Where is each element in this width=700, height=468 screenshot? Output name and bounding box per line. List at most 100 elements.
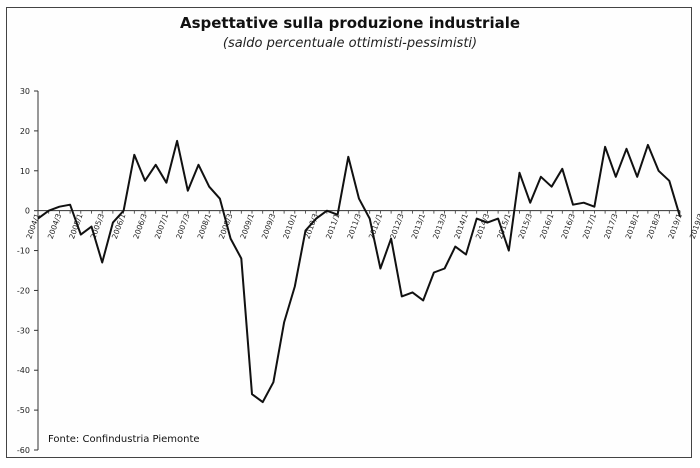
- data-point: [240, 258, 242, 260]
- x-tick-label: 2017/3: [602, 212, 620, 240]
- data-point: [198, 164, 200, 166]
- y-tick-label: -30: [17, 326, 30, 335]
- x-tick-label: 2007/3: [174, 212, 192, 240]
- data-point: [444, 268, 446, 270]
- y-tick-label: 0: [25, 207, 30, 216]
- data-point: [230, 238, 232, 240]
- data-point: [337, 214, 339, 216]
- data-point: [369, 218, 371, 220]
- data-point: [551, 186, 553, 188]
- chart-subtitle: (saldo percentuale ottimisti-pessimisti): [222, 36, 478, 51]
- data-point: [69, 204, 71, 206]
- x-tick-label: 2017/1: [581, 212, 599, 240]
- x-tick-label: 2008/1: [196, 212, 214, 240]
- x-tick-label: 2016/1: [538, 212, 556, 240]
- data-point: [529, 202, 531, 204]
- data-point: [401, 295, 403, 297]
- x-tick-label: 2006/3: [131, 212, 149, 240]
- data-point: [593, 206, 595, 208]
- data-point: [615, 176, 617, 178]
- data-point: [679, 216, 681, 218]
- data-point: [347, 156, 349, 158]
- y-tick-label: 20: [20, 127, 30, 136]
- data-point: [647, 144, 649, 146]
- series-line: [37, 139, 681, 404]
- y-tick-label: 30: [20, 87, 30, 96]
- data-point: [58, 206, 60, 208]
- x-tick-label: 2009/3: [260, 212, 278, 240]
- data-point: [636, 176, 638, 178]
- data-point: [508, 250, 510, 252]
- y-tick-label: 10: [20, 167, 30, 176]
- x-tick-label: 2014/1: [452, 212, 470, 240]
- data-point: [272, 381, 274, 383]
- data-point: [155, 164, 157, 166]
- data-point: [305, 230, 307, 232]
- x-tick-label: 2018/3: [645, 212, 663, 240]
- y-tick-label: -40: [17, 366, 30, 375]
- x-tick-label: 2011/3: [345, 212, 363, 240]
- x-tick-label: 2019/1: [666, 212, 684, 240]
- x-tick-label: 2011/1: [324, 212, 342, 240]
- data-point: [668, 180, 670, 182]
- x-tick-label: 2010/1: [281, 212, 299, 240]
- data-point: [465, 254, 467, 256]
- data-point: [658, 170, 660, 172]
- data-point: [433, 271, 435, 273]
- data-point: [519, 172, 521, 174]
- y-tick-label: -50: [17, 406, 30, 415]
- data-point: [37, 218, 39, 220]
- x-tick-label: 2013/3: [431, 212, 449, 240]
- chart-title: Aspettative sulla produzione industriale: [179, 14, 521, 32]
- chart-frame: [6, 7, 692, 458]
- data-point: [80, 234, 82, 236]
- data-point: [262, 401, 264, 403]
- data-point: [165, 182, 167, 184]
- data-point: [583, 202, 585, 204]
- data-point: [48, 210, 50, 212]
- data-point: [123, 210, 125, 212]
- x-tick-label: 2009/1: [238, 212, 256, 240]
- x-tick-label: 2015/3: [517, 212, 535, 240]
- data-point: [315, 218, 317, 220]
- x-tick-label: 2004/1: [24, 212, 42, 240]
- data-point: [486, 222, 488, 224]
- data-point: [283, 321, 285, 323]
- data-point: [112, 222, 114, 224]
- x-tick-label: 2008/3: [217, 212, 235, 240]
- y-axis: 30 20 10 0 -10 -20 -30 -40 -50 -60: [17, 87, 39, 455]
- data-point: [144, 180, 146, 182]
- data-point: [476, 218, 478, 220]
- source-note: Fonte: Confindustria Piemonte: [48, 434, 200, 445]
- data-point: [326, 210, 328, 212]
- x-tick-label: 2014/3: [474, 212, 492, 240]
- data-point: [251, 393, 253, 395]
- data-point: [101, 262, 103, 264]
- data-point: [412, 291, 414, 293]
- data-point: [294, 285, 296, 287]
- data-point: [626, 148, 628, 150]
- data-point: [358, 198, 360, 200]
- y-tick-label: -10: [17, 247, 30, 256]
- data-point: [91, 226, 93, 228]
- x-axis: 2004/1 2004/3 2005/1 2005/3 2006/1 2006/3 2007…: [24, 210, 700, 240]
- x-tick-label: 2005/1: [67, 212, 85, 240]
- x-tick-label: 2007/1: [153, 212, 171, 240]
- data-point: [422, 299, 424, 301]
- x-tick-label: 2018/1: [624, 212, 642, 240]
- data-point: [561, 168, 563, 170]
- data-point: [379, 268, 381, 270]
- x-tick-label: 2019/3: [688, 212, 700, 240]
- data-point: [219, 198, 221, 200]
- data-point: [187, 190, 189, 192]
- x-tick-label: 2012/3: [388, 212, 406, 240]
- data-point: [133, 154, 135, 156]
- data-point: [572, 204, 574, 206]
- data-point: [454, 246, 456, 248]
- data-point: [497, 218, 499, 220]
- data-point: [390, 238, 392, 240]
- x-tick-label: 2016/3: [559, 212, 577, 240]
- data-point: [540, 176, 542, 178]
- x-tick-label: 2004/3: [46, 212, 64, 240]
